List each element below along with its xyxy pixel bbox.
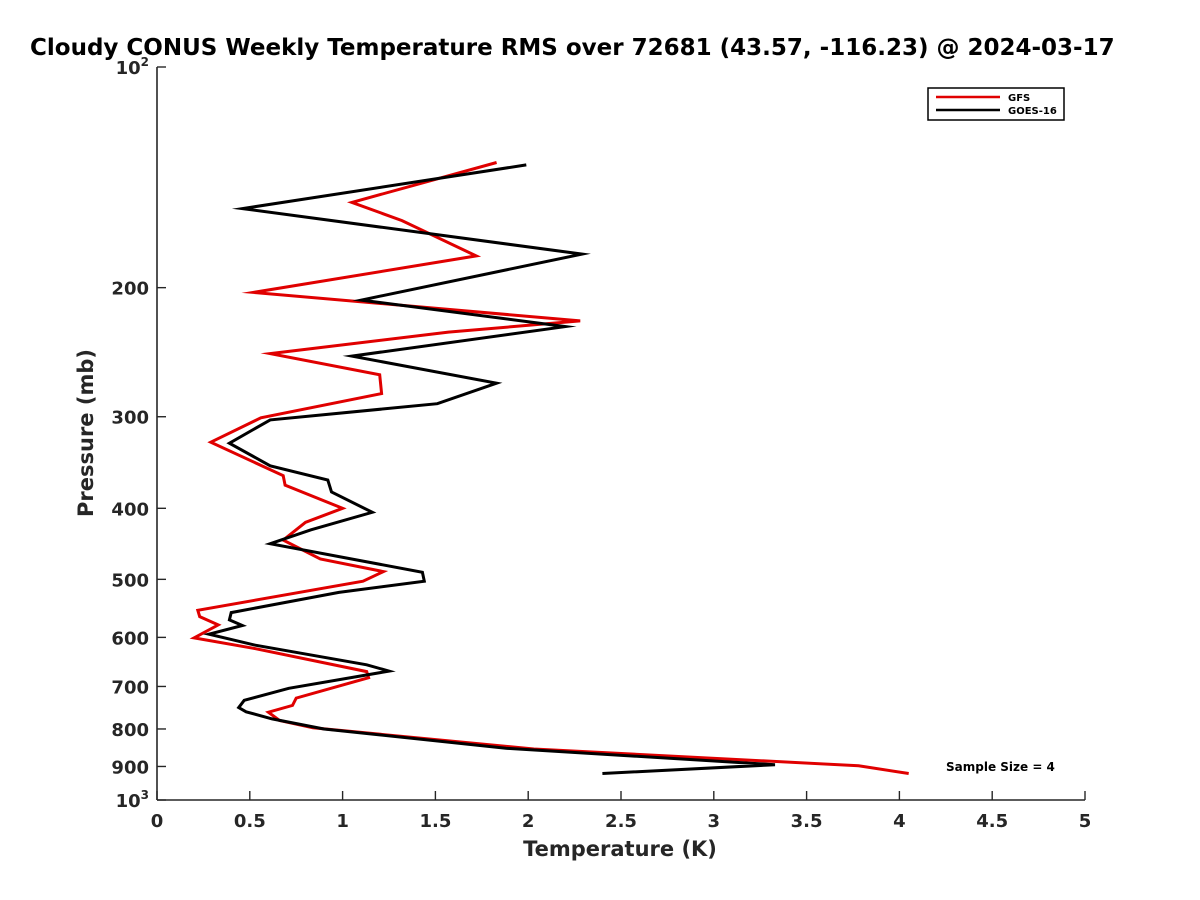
- y-tick-label: 102: [116, 55, 149, 79]
- y-tick-label: 200: [111, 279, 149, 300]
- x-tick-label: 1.5: [419, 811, 451, 832]
- x-axis-label: Temperature (K): [523, 837, 717, 861]
- series-line-gfs: [189, 161, 909, 775]
- y-tick-label: 800: [111, 720, 149, 741]
- y-tick-label: 400: [111, 499, 149, 520]
- y-tick-label: 500: [111, 570, 149, 591]
- x-tick-label: 4.5: [976, 811, 1008, 832]
- sample-size-annotation: Sample Size = 4: [946, 760, 1055, 774]
- x-tick-label: 4: [893, 811, 906, 832]
- legend-label-goes16: GOES-16: [1008, 106, 1057, 117]
- y-tick-label: 900: [111, 757, 149, 778]
- legend: GFS GOES-16: [927, 87, 1065, 121]
- y-tick-label: 103: [116, 788, 149, 812]
- series-line-goes16: [202, 163, 776, 775]
- y-tick-label: 300: [111, 408, 149, 429]
- x-tick-label: 0.5: [234, 811, 266, 832]
- x-tick-label: 3: [708, 811, 721, 832]
- series-layer: [189, 161, 909, 775]
- x-tick-label: 3.5: [791, 811, 823, 832]
- x-tick-label: 1: [336, 811, 349, 832]
- y-tick-label: 700: [111, 677, 149, 698]
- y-axis-label: Pressure (mb): [74, 349, 98, 517]
- y-tick-label: 600: [111, 628, 149, 649]
- chart-title: Cloudy CONUS Weekly Temperature RMS over…: [30, 35, 1115, 61]
- x-tick-label: 2.5: [605, 811, 637, 832]
- x-tick-label: 2: [522, 811, 535, 832]
- x-tick-label: 0: [151, 811, 164, 832]
- legend-label-gfs: GFS: [1008, 93, 1030, 104]
- legend-box: [927, 87, 1065, 121]
- x-tick-label: 5: [1079, 811, 1092, 832]
- plot-axes: 0 0.5 1 1.5 2 2.5 3 3.5 4 4.5 5 102 200 300 400 500 600 7…: [111, 55, 1091, 832]
